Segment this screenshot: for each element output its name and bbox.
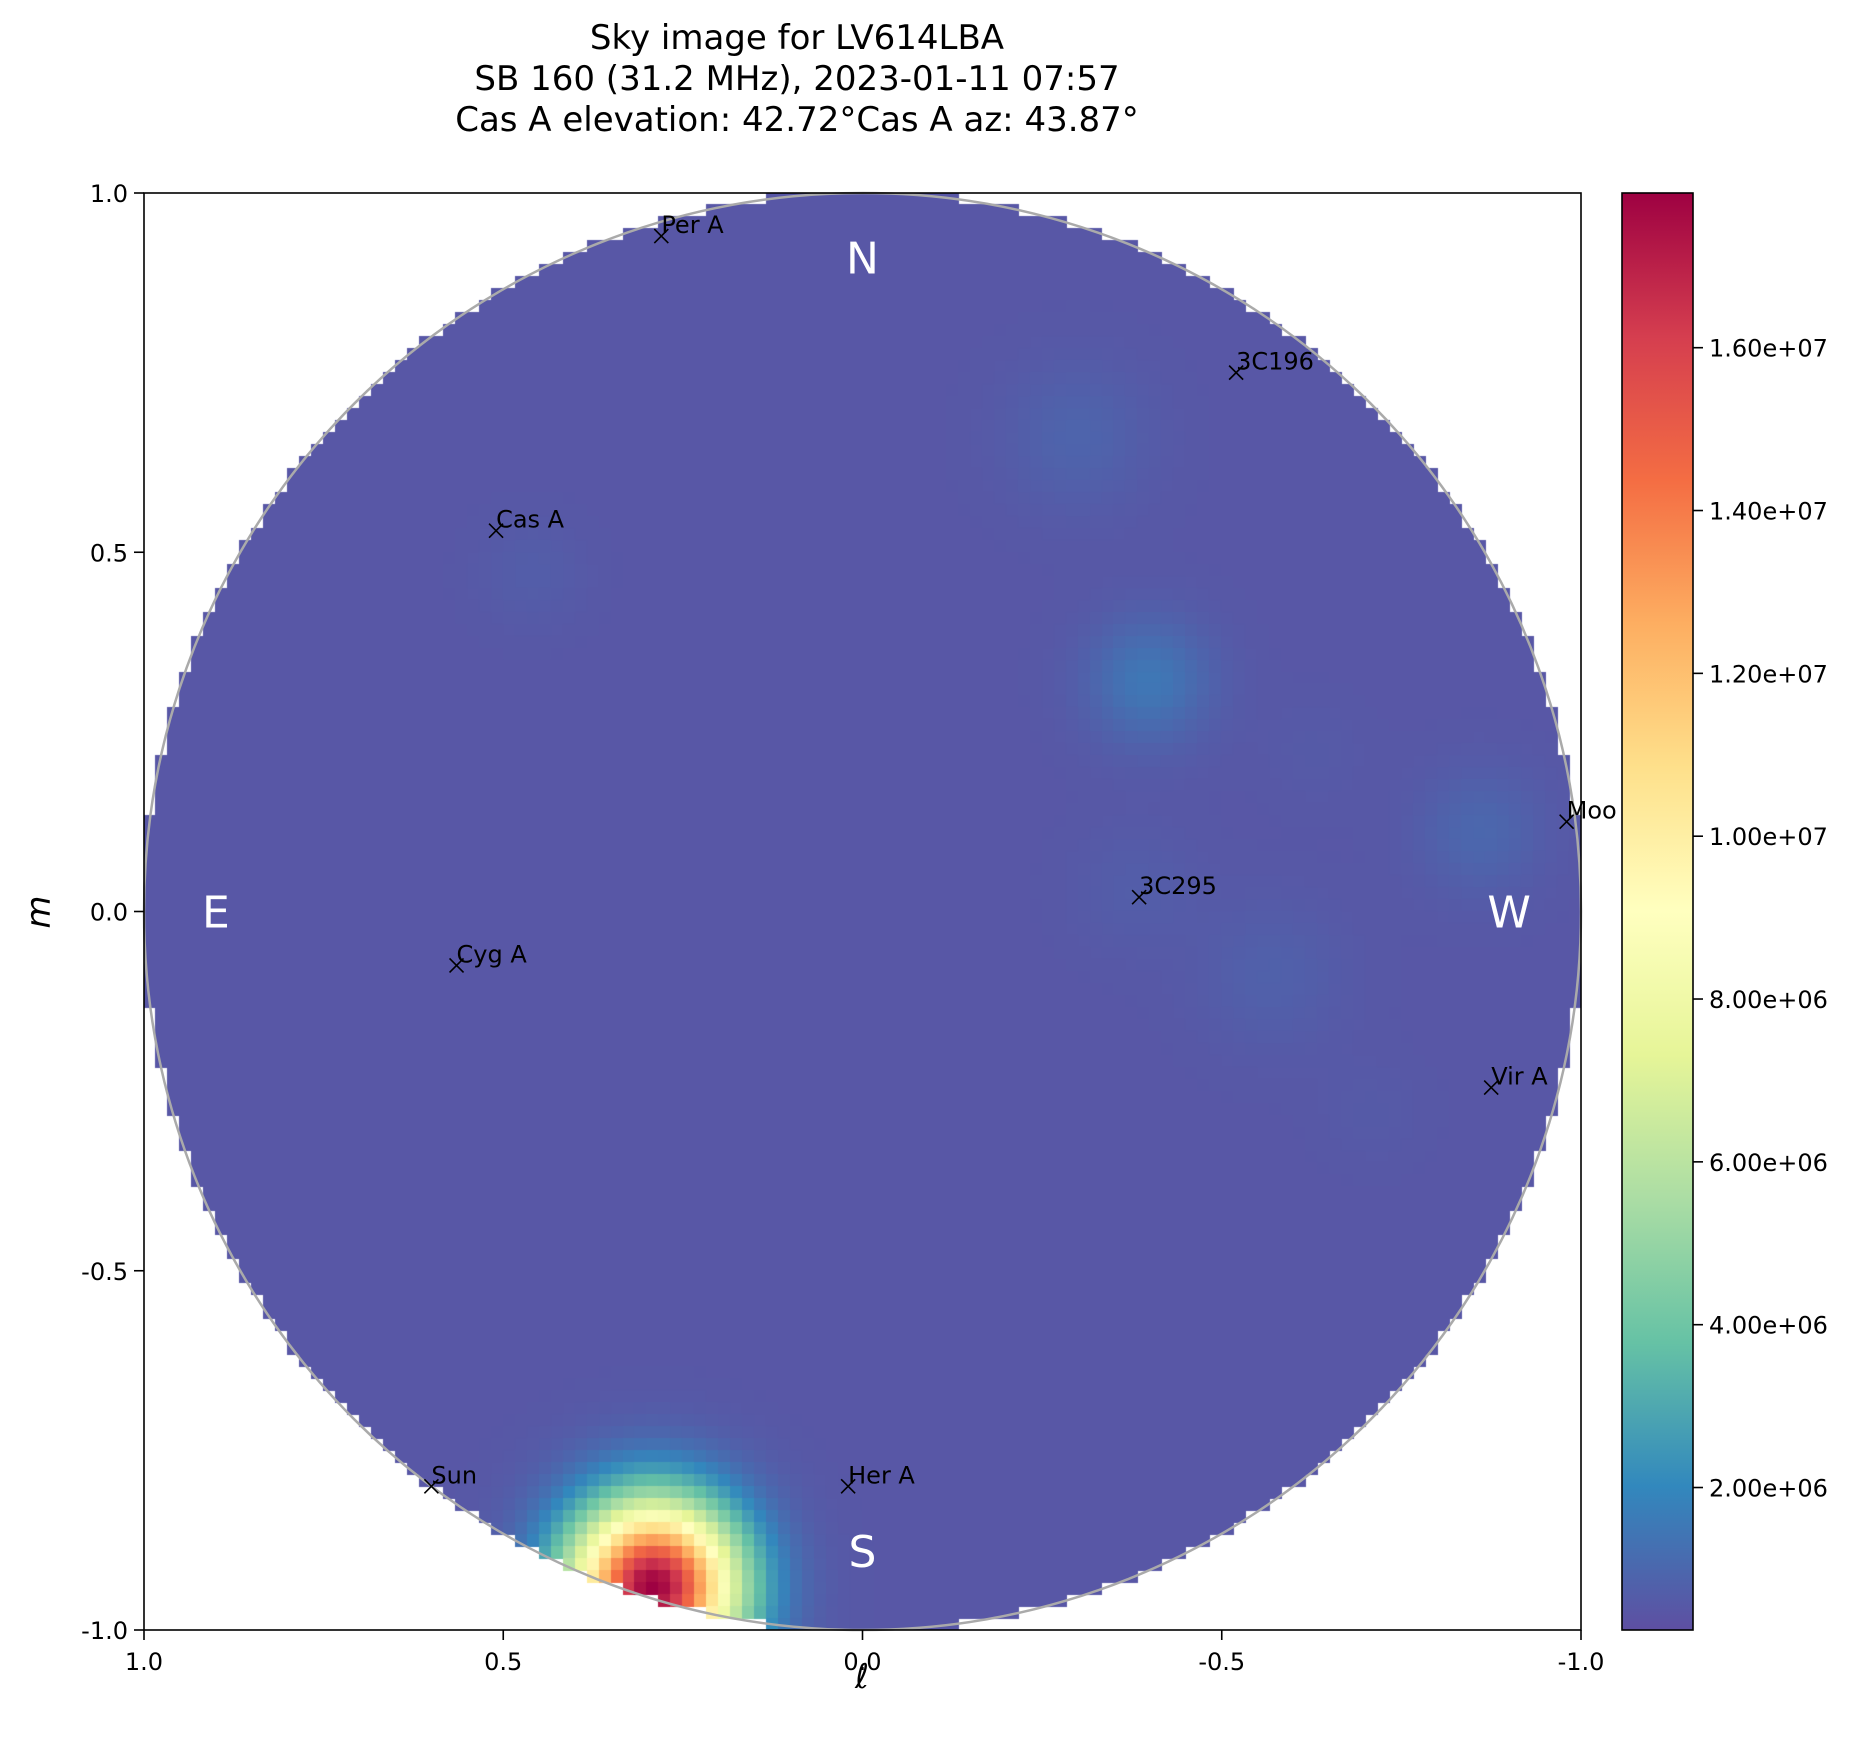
y-tick-label: 1.0 bbox=[90, 180, 128, 208]
source-her-a: Her A bbox=[840, 1461, 915, 1494]
x-axis: 1.0 0.5 0.0 -0.5 -1.0 bbox=[125, 1630, 1605, 1676]
x-axis-label: ℓ bbox=[854, 1657, 869, 1697]
colorbar-tick-label: 1.00e+07 bbox=[1709, 823, 1828, 851]
y-tick-label: -1.0 bbox=[81, 1617, 128, 1645]
source-marker bbox=[1483, 1079, 1499, 1096]
source-label: Per A bbox=[661, 211, 724, 239]
source-label: Moo bbox=[1567, 797, 1617, 825]
y-axis-label: m bbox=[19, 895, 59, 928]
x-tick-label: -0.5 bbox=[1198, 1648, 1245, 1676]
y-tick-label: 0.0 bbox=[90, 899, 128, 927]
x-tick-label: 1.0 bbox=[125, 1648, 163, 1676]
colorbar-tick-label: 6.00e+06 bbox=[1709, 1149, 1828, 1177]
plot-area: N S E W Per A 3C196 Cas A Moo 3C295 Cyg A Vir A Su… bbox=[142, 191, 1617, 1632]
source-label: Vir A bbox=[1491, 1063, 1548, 1091]
source-marker bbox=[423, 1478, 439, 1494]
source-marker bbox=[653, 228, 669, 244]
source-cas-a: Cas A bbox=[488, 506, 565, 539]
colorbar-tick-label: 2.00e+06 bbox=[1709, 1475, 1828, 1503]
source-markers: Per A 3C196 Cas A Moo 3C295 Cyg A Vir A Sun Her … bbox=[423, 211, 1617, 1494]
compass-label-e: E bbox=[202, 888, 230, 939]
title-line-2: SB 160 (31.2 MHz), 2023-01-11 07:57 bbox=[474, 59, 1119, 99]
sky-heatmap-container bbox=[144, 193, 1581, 1630]
source-cyg-a: Cyg A bbox=[448, 940, 528, 973]
source-label: Cyg A bbox=[457, 940, 528, 968]
x-tick-label: 0.5 bbox=[484, 1648, 522, 1676]
x-tick-label: 0.0 bbox=[843, 1648, 881, 1676]
source-marker bbox=[1228, 365, 1244, 381]
source-3c295: 3C295 bbox=[1131, 872, 1217, 905]
colorbar-gradient bbox=[1621, 192, 1694, 1631]
source-sun: Sun bbox=[423, 1461, 477, 1494]
x-tick-label: -1.0 bbox=[1558, 1648, 1605, 1676]
source-3c196: 3C196 bbox=[1228, 348, 1314, 381]
source-label: 3C295 bbox=[1139, 872, 1217, 900]
compass-label-s: S bbox=[849, 1527, 877, 1578]
source-marker bbox=[448, 957, 465, 973]
y-axis: 1.0 0.5 0.0 -0.5 -1.0 bbox=[81, 180, 144, 1645]
colorbar-tick-label: 1.20e+07 bbox=[1709, 660, 1828, 688]
colorbar-tick-label: 1.40e+07 bbox=[1709, 498, 1828, 526]
colorbar-tick-label: 1.60e+07 bbox=[1709, 335, 1828, 363]
source-marker bbox=[488, 523, 504, 539]
source-moo: Moo bbox=[1559, 797, 1617, 830]
source-marker bbox=[1559, 814, 1575, 830]
source-vir-a: Vir A bbox=[1483, 1063, 1548, 1096]
colorbar: 2.00e+06 4.00e+06 6.00e+06 8.00e+06 1.00e+07… bbox=[1621, 192, 1828, 1631]
colorbar-tick-label: 4.00e+06 bbox=[1709, 1312, 1828, 1340]
y-tick-label: 0.5 bbox=[90, 539, 128, 567]
source-marker bbox=[840, 1478, 856, 1494]
compass-label-n: N bbox=[846, 234, 879, 285]
compass-labels: N S E W bbox=[202, 234, 1531, 1578]
colorbar-ticks: 2.00e+06 4.00e+06 6.00e+06 8.00e+06 1.00e+07… bbox=[1693, 335, 1828, 1503]
source-label: Sun bbox=[431, 1461, 477, 1489]
source-label: Her A bbox=[848, 1461, 915, 1489]
compass-label-w: W bbox=[1487, 888, 1531, 939]
chart-title: Sky image for LV614LBA SB 160 (31.2 MHz)… bbox=[455, 18, 1139, 140]
y-tick-label: -0.5 bbox=[81, 1258, 128, 1286]
source-per-a: Per A bbox=[653, 211, 724, 244]
source-label: Cas A bbox=[496, 506, 565, 534]
sky-heatmap bbox=[144, 193, 1581, 1630]
title-line-3: Cas A elevation: 42.72°Cas A az: 43.87° bbox=[455, 100, 1139, 140]
source-label: 3C196 bbox=[1236, 348, 1314, 376]
source-marker bbox=[1131, 889, 1147, 905]
colorbar-tick-label: 8.00e+06 bbox=[1709, 986, 1828, 1014]
title-line-1: Sky image for LV614LBA bbox=[590, 18, 1004, 58]
